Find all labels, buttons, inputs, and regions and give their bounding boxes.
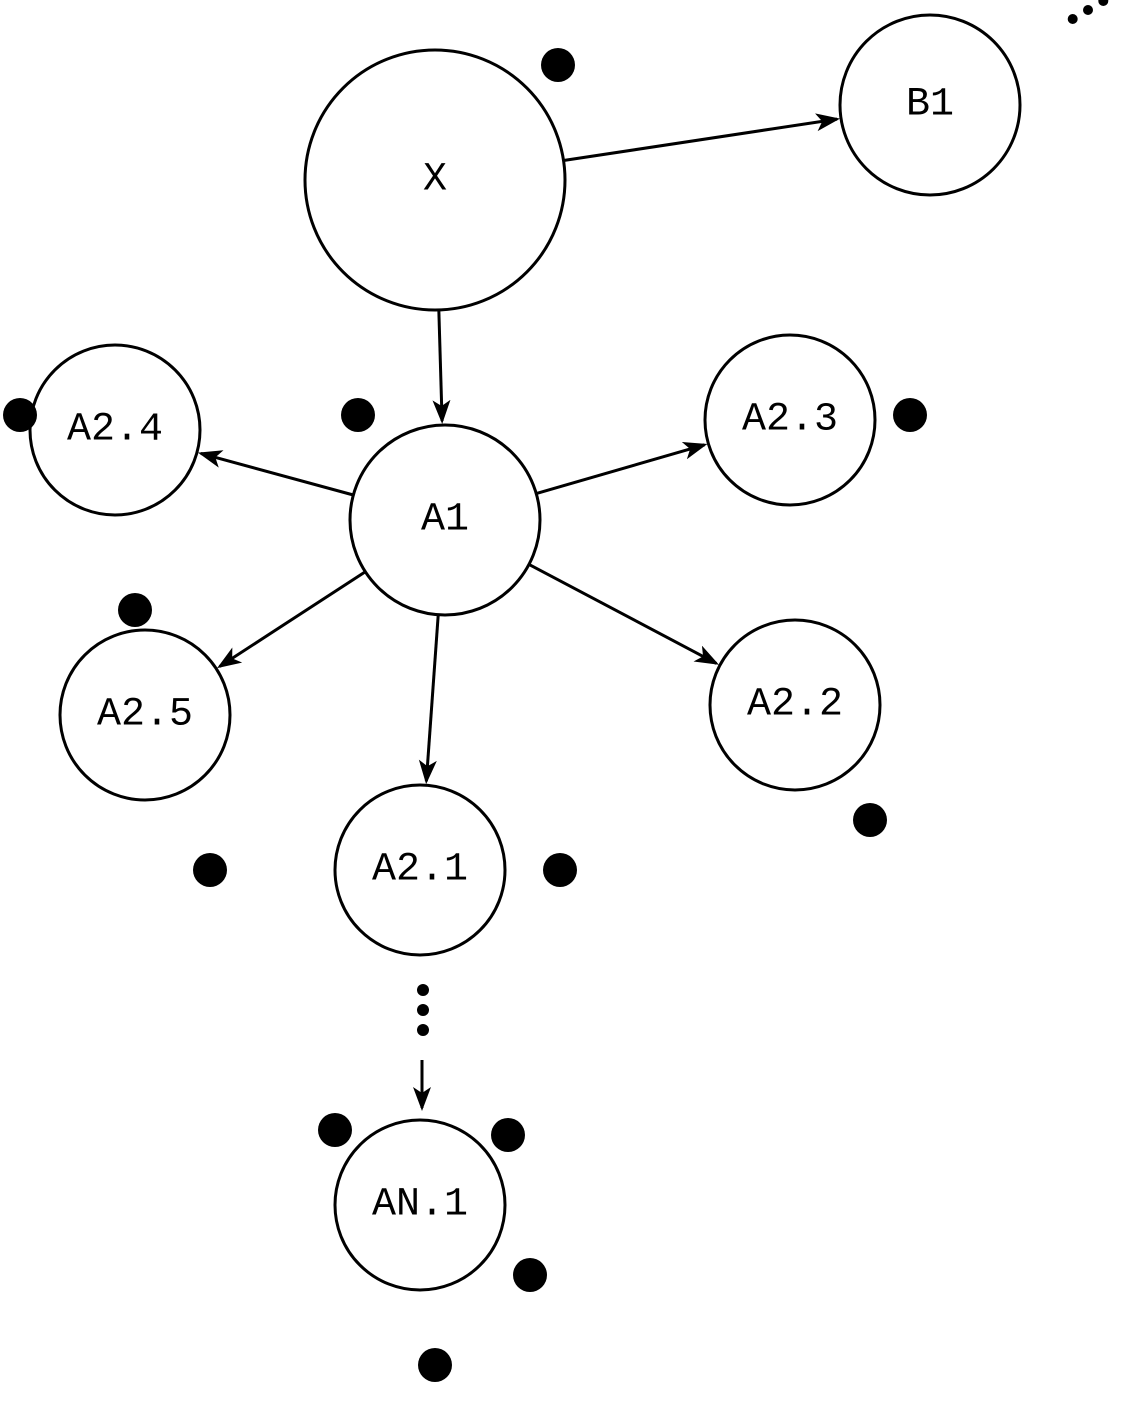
edge-A1-A2_5 xyxy=(220,572,366,667)
ellipsis-0-dot-0 xyxy=(1068,14,1078,24)
dot-7 xyxy=(193,853,227,887)
node-label-A2_4: A2.4 xyxy=(67,408,163,453)
dot-11 xyxy=(418,1348,452,1382)
dot-3 xyxy=(893,398,927,432)
node-B1: B1 xyxy=(840,15,1020,195)
edge-A1-A2_2 xyxy=(529,564,716,663)
node-X: X xyxy=(305,50,565,310)
ellipsis-1-dot-2 xyxy=(417,1024,429,1036)
edge-X-A1 xyxy=(439,310,442,421)
dot-4 xyxy=(118,593,152,627)
node-label-A2_1: A2.1 xyxy=(372,848,468,893)
dot-10 xyxy=(513,1258,547,1292)
node-label-A2_3: A2.3 xyxy=(742,398,838,443)
ellipsis-0 xyxy=(1068,0,1109,24)
edge-A1-A2_3 xyxy=(536,445,704,494)
nodes-group: X B1 A1 A2.3 A2.4 A2.2 A2.5 A2.1 AN.1 xyxy=(30,15,1020,1290)
ellipsis-1-dot-1 xyxy=(417,1004,429,1016)
dot-2 xyxy=(341,398,375,432)
node-label-A2_5: A2.5 xyxy=(97,693,193,738)
ellipsis-0-dot-1 xyxy=(1083,5,1093,15)
dot-1 xyxy=(3,398,37,432)
node-label-AN_1: AN.1 xyxy=(372,1183,468,1228)
edge-A1-A2_1 xyxy=(426,615,438,781)
node-A1: A1 xyxy=(350,425,540,615)
node-A2_3: A2.3 xyxy=(705,335,875,505)
node-A2_2: A2.2 xyxy=(710,620,880,790)
node-label-A2_2: A2.2 xyxy=(747,683,843,728)
node-label-B1: B1 xyxy=(906,83,954,128)
dot-5 xyxy=(853,803,887,837)
ellipsis-1 xyxy=(417,984,429,1036)
network-diagram: X B1 A1 A2.3 A2.4 A2.2 A2.5 A2.1 AN.1 xyxy=(0,0,1140,1422)
node-label-A1: A1 xyxy=(421,498,469,543)
node-A2_1: A2.1 xyxy=(335,785,505,955)
edge-X-B1 xyxy=(564,119,838,160)
node-AN_1: AN.1 xyxy=(335,1120,505,1290)
edges-group xyxy=(201,119,837,1108)
ellipsis-1-dot-0 xyxy=(417,984,429,996)
dot-0 xyxy=(541,48,575,82)
dot-8 xyxy=(318,1113,352,1147)
ellipsis-0-dot-2 xyxy=(1098,0,1108,6)
node-A2_4: A2.4 xyxy=(30,345,200,515)
dot-6 xyxy=(543,853,577,887)
node-label-X: X xyxy=(423,158,447,203)
node-A2_5: A2.5 xyxy=(60,630,230,800)
edge-A1-A2_4 xyxy=(201,453,353,495)
dot-9 xyxy=(491,1118,525,1152)
